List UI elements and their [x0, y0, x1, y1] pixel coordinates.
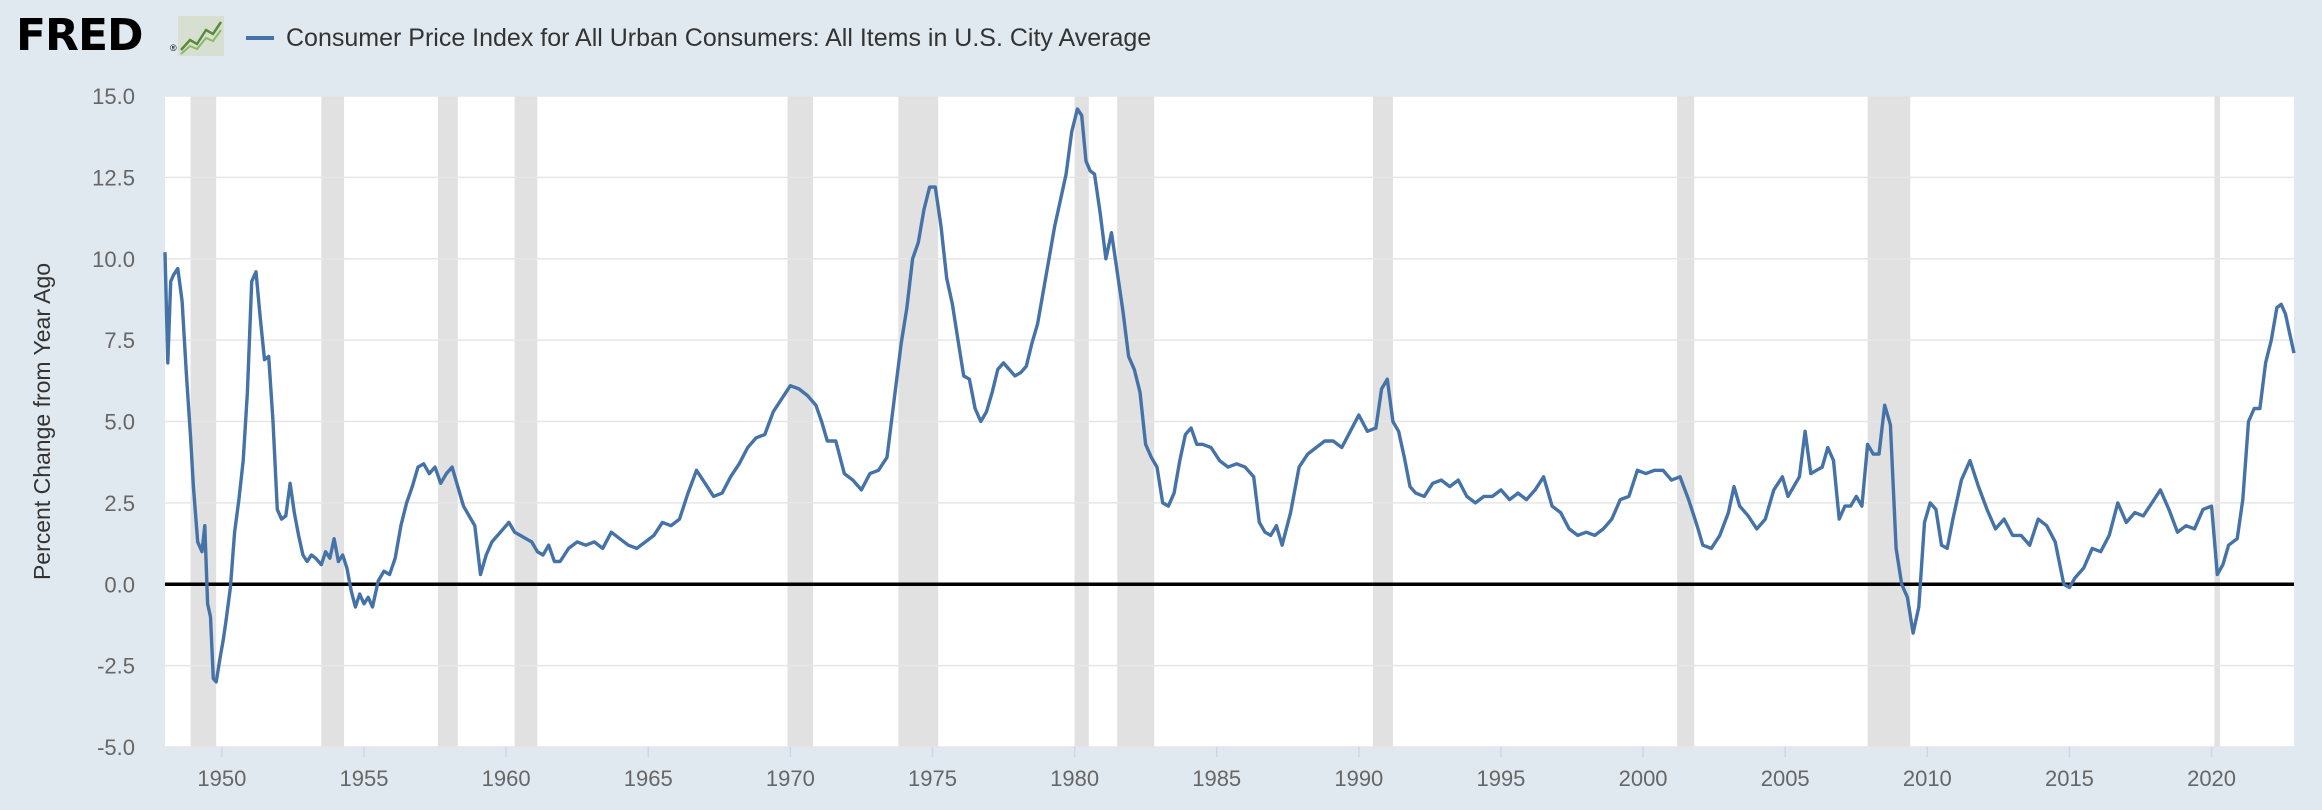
x-tick-label: 1990: [1334, 766, 1383, 791]
x-tick-label: 1970: [766, 766, 815, 791]
y-tick-label: 5.0: [104, 410, 135, 435]
x-tick-label: 2005: [1761, 766, 1810, 791]
y-tick-label: 0.0: [104, 572, 135, 597]
y-tick-label: 2.5: [104, 491, 135, 516]
x-tick-label: 2015: [2045, 766, 2094, 791]
x-tick-label: 2020: [2187, 766, 2236, 791]
line-chart-icon: [178, 16, 224, 56]
registered-mark: ®: [170, 43, 177, 53]
graph-header: FRED ® Consumer Price Index for All Urba…: [0, 0, 2322, 76]
x-axis-ticks: 1950 1955 1960 1965 1970 1975 1980 1985 1990 1995…: [197, 747, 2236, 791]
x-tick-label: 1985: [1192, 766, 1241, 791]
legend-series-label: Consumer Price Index for All Urban Consu…: [286, 23, 1152, 52]
x-tick-label: 1955: [339, 766, 388, 791]
series-line[interactable]: [163, 107, 2296, 684]
x-tick-label: 1960: [482, 766, 531, 791]
x-tick-label: 2000: [1619, 766, 1668, 791]
legend[interactable]: Consumer Price Index for All Urban Consu…: [246, 18, 1151, 58]
x-tick-label: 1980: [1050, 766, 1099, 791]
y-tick-label: -2.5: [97, 654, 135, 679]
y-tick-label: -5.0: [97, 735, 135, 760]
y-axis-ticks: 15.0 12.5 10.0 7.5 5.0 2.5 0.0 -2.5 -5.0: [92, 84, 135, 760]
x-tick-label: 1975: [908, 766, 957, 791]
y-axis-label: Percent Change from Year Ago: [29, 263, 55, 580]
x-tick-label: 1965: [624, 766, 673, 791]
y-tick-label: 12.5: [92, 165, 135, 190]
x-tick-label: 1950: [197, 766, 246, 791]
y-tick-label: 10.0: [92, 247, 135, 272]
y-tick-label: 7.5: [104, 328, 135, 353]
x-tick-label: 1995: [1476, 766, 1525, 791]
fred-logo[interactable]: FRED: [16, 10, 144, 61]
x-tick-label: 2010: [1903, 766, 1952, 791]
y-tick-label: 15.0: [92, 84, 135, 109]
legend-swatch: [246, 36, 274, 40]
